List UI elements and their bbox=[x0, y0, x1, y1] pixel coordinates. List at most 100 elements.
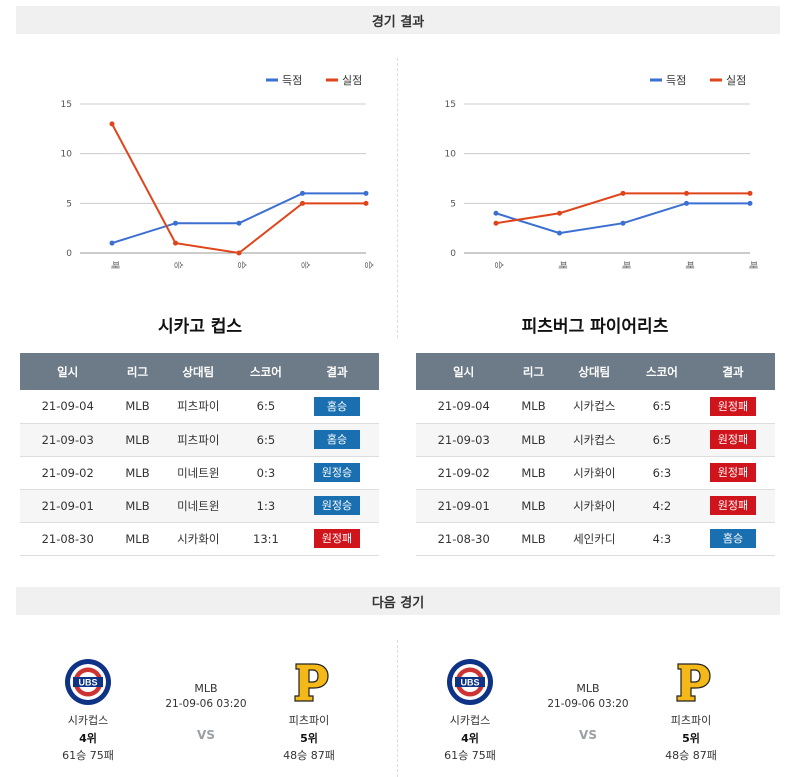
data-point bbox=[557, 230, 562, 236]
y-tick-label: 15 bbox=[445, 100, 456, 110]
x-tick-label: 패 bbox=[747, 261, 758, 269]
date-cell: 21-09-04 bbox=[416, 390, 512, 424]
table-row: 21-09-02 MLB 시카화이 6:3 원정패 bbox=[416, 456, 775, 490]
series-line-allowed bbox=[111, 123, 366, 255]
opponent-cell: 피츠파이 bbox=[159, 390, 237, 424]
result-cell: 홈승 bbox=[690, 522, 775, 556]
next-game-card: UBS 시카컵스 4위 61승 75패 MLB 21-09-06 03:20 V… bbox=[398, 640, 778, 777]
data-point bbox=[300, 190, 305, 196]
away-team-name: 피츠파이 bbox=[288, 714, 330, 727]
opponent-cell: 시카컵스 bbox=[555, 390, 633, 424]
date-cell: 21-09-01 bbox=[416, 489, 512, 523]
header-result: 결과 bbox=[690, 353, 775, 390]
date-cell: 21-09-03 bbox=[416, 423, 512, 457]
home-team: UBS 시카컵스 4위 61승 75패 bbox=[43, 658, 133, 763]
result-cell: 원정패 bbox=[690, 390, 775, 424]
score-cell: 1:3 bbox=[236, 489, 295, 523]
league-cell: MLB bbox=[511, 522, 556, 556]
data-point bbox=[620, 190, 626, 196]
date-cell: 21-09-02 bbox=[416, 456, 512, 490]
header-opponent: 상대팀 bbox=[159, 353, 237, 390]
x-tick-label: 패 bbox=[684, 261, 695, 269]
next-game-card: UBS 시카컵스 4위 61승 75패 MLB 21-09-06 03:20 V… bbox=[16, 640, 396, 777]
result-cell: 홈승 bbox=[294, 423, 379, 457]
right-chart-svg: 0 5 10 15 승 패 패 패 패 득점 실점 bbox=[445, 74, 758, 269]
score-cell: 6:5 bbox=[236, 390, 295, 424]
result-cell: 원정패 bbox=[690, 489, 775, 523]
left-table-body: 21-09-04 MLB 피츠파이 6:5 홈승 21-09-03 MLB 피츠파이 6:5 홈승… bbox=[20, 390, 379, 556]
opponent-cell: 시카컵스 bbox=[555, 423, 633, 457]
result-badge: 원정패 bbox=[709, 396, 756, 416]
away-team-name: 피츠파이 bbox=[670, 714, 712, 727]
table-row: 21-09-01 MLB 미네트윈 1:3 원정승 bbox=[20, 489, 379, 523]
table-row: 21-09-03 MLB 피츠파이 6:5 홈승 bbox=[20, 423, 379, 457]
data-point bbox=[747, 190, 753, 196]
right-team-score-chart: 0 5 10 15 승 패 패 패 패 득점 실점 bbox=[398, 60, 778, 290]
away-team: 피츠파이 5위 48승 87패 bbox=[646, 658, 736, 763]
league-cell: MLB bbox=[511, 456, 556, 490]
header-score: 스코어 bbox=[236, 353, 295, 390]
x-tick-label: 승 bbox=[300, 261, 311, 269]
table-header-row: 일시 리그 상대팀 스코어 결과 bbox=[416, 353, 775, 390]
data-point bbox=[109, 240, 115, 246]
y-tick-label: 10 bbox=[445, 150, 457, 160]
data-point bbox=[300, 200, 305, 206]
left-team-title: 시카고 컵스 bbox=[157, 317, 243, 337]
results-section-title: 경기 결과 bbox=[371, 14, 425, 30]
data-point bbox=[747, 200, 753, 206]
score-cell: 6:5 bbox=[236, 423, 295, 457]
league-cell: MLB bbox=[511, 489, 556, 523]
cubs-logo-icon: UBS bbox=[446, 658, 494, 706]
result-badge: 원정패 bbox=[709, 496, 756, 515]
result-cell: 원정패 bbox=[294, 522, 379, 556]
score-cell: 4:3 bbox=[632, 522, 691, 556]
data-point bbox=[109, 121, 115, 127]
right-table-body: 21-09-04 MLB 시카컵스 6:5 원정패 21-09-03 MLB 시카컵스 6:5 원… bbox=[416, 390, 775, 556]
league-cell: MLB bbox=[115, 522, 160, 556]
next-game-section-header: 다음 경기 bbox=[16, 587, 780, 615]
date-cell: 21-09-04 bbox=[20, 390, 116, 424]
table-row: 21-09-03 MLB 시카컵스 6:5 원정패 bbox=[416, 423, 775, 457]
score-cell: 13:1 bbox=[236, 522, 295, 556]
league-cell: MLB bbox=[115, 489, 160, 523]
result-badge: 원정승 bbox=[313, 463, 360, 482]
league-cell: MLB bbox=[115, 423, 160, 457]
opponent-cell: 피츠파이 bbox=[159, 423, 237, 457]
score-cell: 6:3 bbox=[632, 456, 691, 490]
result-badge: 홈승 bbox=[709, 529, 756, 548]
away-team: 피츠파이 5위 48승 87패 bbox=[264, 658, 354, 763]
away-team-rank: 5위 bbox=[300, 732, 318, 745]
x-tick-label: 승 bbox=[173, 261, 184, 269]
data-point bbox=[363, 190, 369, 196]
opponent-cell: 세인카디 bbox=[555, 522, 633, 556]
legend-label: 실점 bbox=[342, 74, 362, 87]
opponent-cell: 시카화이 bbox=[159, 522, 237, 556]
result-cell: 원정승 bbox=[294, 489, 379, 523]
match-info: MLB 21-09-06 03:20 bbox=[533, 682, 643, 710]
results-section-header: 경기 결과 bbox=[16, 6, 780, 34]
home-team: UBS 시카컵스 4위 61승 75패 bbox=[425, 658, 515, 763]
result-badge: 원정패 bbox=[709, 430, 756, 449]
score-cell: 6:5 bbox=[632, 390, 691, 424]
right-team-title: 피츠버그 파이어리츠 bbox=[521, 317, 669, 337]
table-row: 21-09-04 MLB 피츠파이 6:5 홈승 bbox=[20, 390, 379, 424]
score-cell: 6:5 bbox=[632, 423, 691, 457]
match-datetime: 21-09-06 03:20 bbox=[165, 698, 247, 710]
match-info: MLB 21-09-06 03:20 bbox=[151, 682, 261, 710]
result-cell: 원정승 bbox=[294, 456, 379, 490]
match-league: MLB bbox=[576, 682, 600, 695]
x-tick-label: 패 bbox=[557, 261, 568, 269]
home-team-name: 시카컵스 bbox=[449, 714, 491, 727]
top-divider bbox=[397, 58, 398, 338]
result-badge: 원정승 bbox=[313, 496, 360, 515]
header-league: 리그 bbox=[115, 353, 160, 390]
next-game-section-title: 다음 경기 bbox=[371, 595, 425, 611]
header-result: 결과 bbox=[294, 353, 379, 390]
opponent-cell: 미네트윈 bbox=[159, 456, 237, 490]
pirates-logo-icon bbox=[285, 658, 333, 706]
cubs-logo-icon: UBS bbox=[64, 658, 112, 706]
vs-label: VS bbox=[579, 728, 597, 742]
score-cell: 4:2 bbox=[632, 489, 691, 523]
legend-label: 득점 bbox=[282, 74, 302, 87]
x-tick-label: 패 bbox=[109, 261, 120, 269]
